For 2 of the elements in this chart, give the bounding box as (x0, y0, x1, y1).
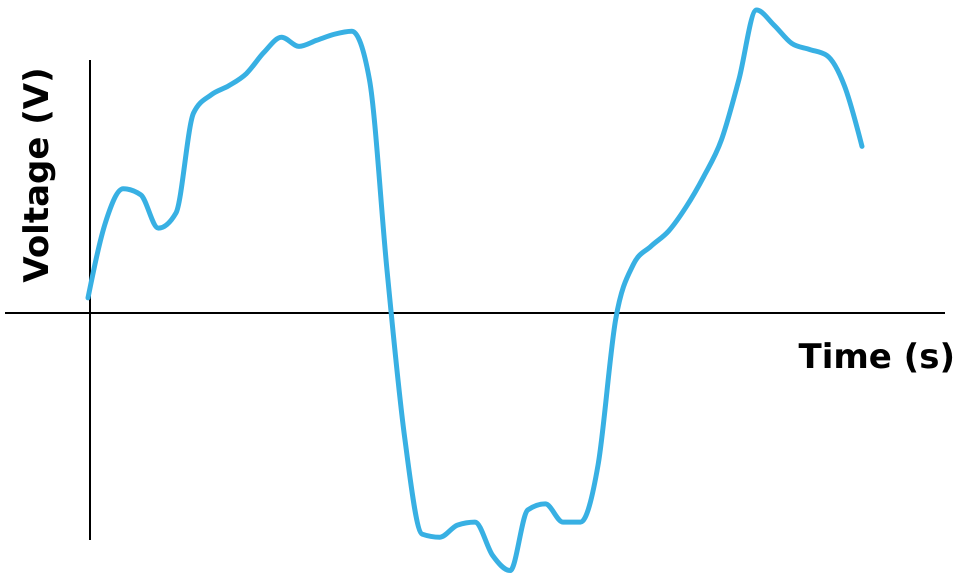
y-axis-title: Voltage (V) (17, 67, 57, 283)
x-axis-title: Time (s) (798, 337, 955, 377)
